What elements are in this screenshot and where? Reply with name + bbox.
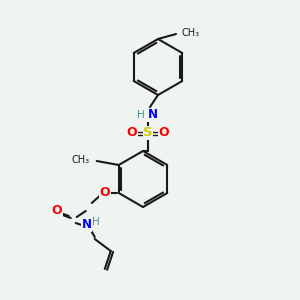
Text: O: O (159, 127, 169, 140)
Text: O: O (51, 205, 62, 218)
Text: CH₃: CH₃ (182, 28, 200, 38)
Text: N: N (82, 218, 92, 232)
Text: O: O (127, 127, 137, 140)
Text: O: O (99, 187, 110, 200)
Text: S: S (143, 127, 153, 140)
Text: H: H (92, 217, 100, 227)
Text: CH₃: CH₃ (72, 155, 90, 165)
Text: N: N (148, 109, 158, 122)
Text: H: H (137, 110, 145, 120)
